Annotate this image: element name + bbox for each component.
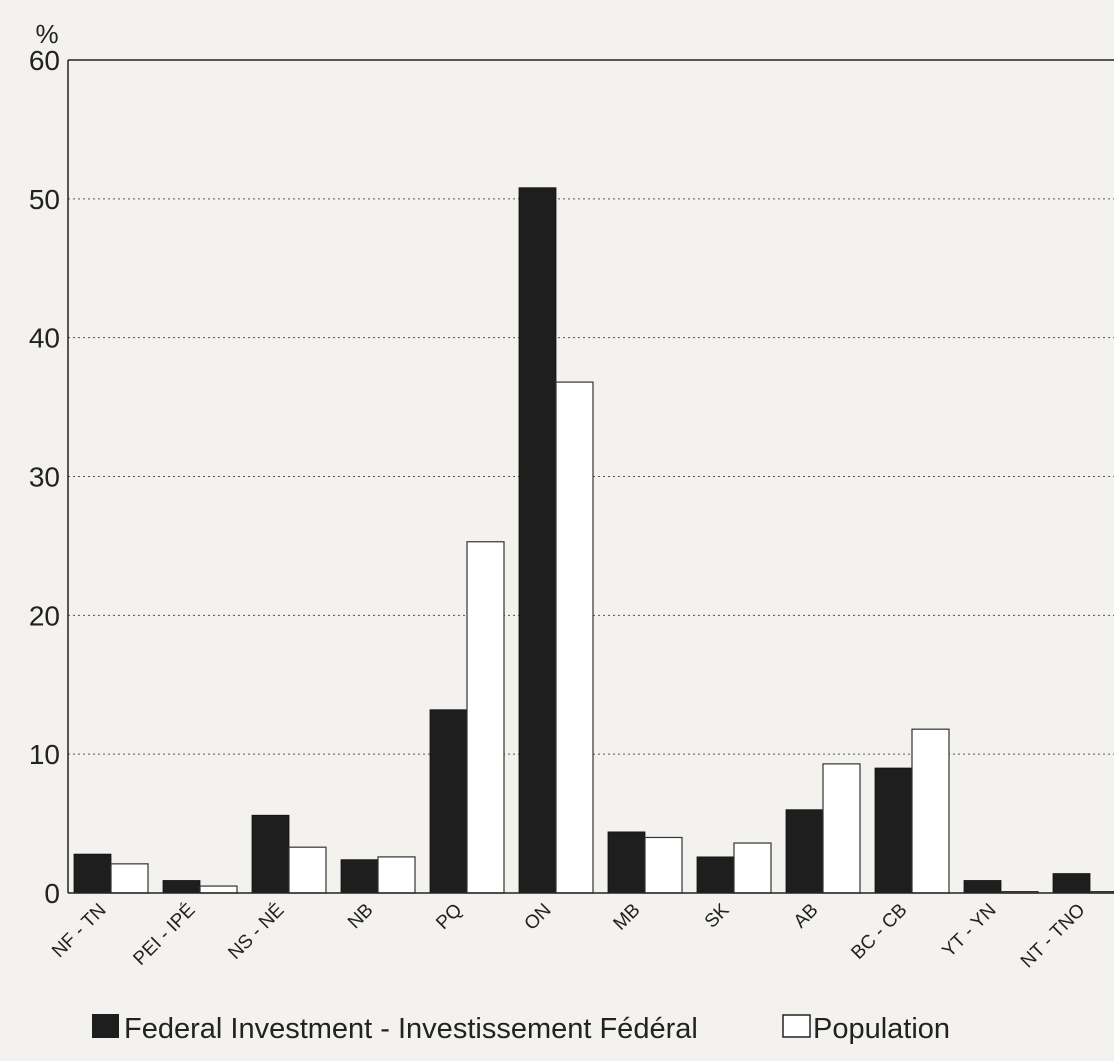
x-tick-label: NS - NÉ xyxy=(224,900,288,964)
y-tick-label: 10 xyxy=(29,739,60,770)
y-tick-label: 0 xyxy=(44,878,60,909)
x-tick-label: MB xyxy=(610,900,645,935)
bar-federal-investment xyxy=(518,187,557,894)
x-tick-label: YT - YN xyxy=(938,900,1000,962)
x-tick-label: BC - CB xyxy=(847,900,911,964)
bar-population xyxy=(288,846,327,894)
x-tick-label: NB xyxy=(344,900,378,934)
bar-federal-investment xyxy=(696,856,735,894)
legend: Federal Investment - Investissement Fédé… xyxy=(92,1013,950,1045)
y-tick-labels: 0 10 20 30 40 50 60 xyxy=(29,45,60,909)
bar-federal-investment xyxy=(785,809,824,894)
y-tick-label: 40 xyxy=(29,323,60,354)
x-tick-label: AB xyxy=(790,900,823,933)
x-tick-label: PQ xyxy=(432,900,466,934)
legend-label-population: Population xyxy=(813,1013,950,1045)
y-tick-label: 30 xyxy=(29,462,60,493)
bar-population xyxy=(110,863,149,894)
bar-federal-investment xyxy=(340,859,379,894)
x-tick-labels: NF - TN PEI - IPÉ NS - NÉ NB PQ ON MB SK AB BC - … xyxy=(48,899,1089,972)
legend-label-federal-investment: Federal Investment - Investissement Fédé… xyxy=(124,1013,698,1045)
bar-federal-investment xyxy=(73,853,112,894)
bar-federal-investment xyxy=(874,767,913,894)
bars xyxy=(73,187,1114,894)
bar-federal-investment xyxy=(1052,873,1091,894)
bar-population xyxy=(911,728,950,894)
x-tick-label: NF - TN xyxy=(48,900,110,962)
legend-swatch-federal-investment xyxy=(92,1014,119,1038)
bar-population xyxy=(199,885,238,894)
x-tick-label: SK xyxy=(701,899,734,932)
bar-population xyxy=(555,381,594,894)
bar-population xyxy=(822,763,861,894)
bar-population xyxy=(733,842,772,894)
axes xyxy=(67,59,1114,894)
bar-population xyxy=(466,541,505,894)
bar-population xyxy=(377,856,416,894)
bar-federal-investment xyxy=(251,814,290,894)
x-tick-label: PEI - IPÉ xyxy=(129,900,199,970)
y-tick-label: 60 xyxy=(29,45,60,76)
x-tick-label: ON xyxy=(521,900,556,935)
legend-swatch-population xyxy=(782,1014,811,1038)
bar-federal-investment xyxy=(963,880,1002,894)
y-axis-label: % xyxy=(35,19,58,49)
y-tick-label: 20 xyxy=(29,600,60,631)
x-tick-label: NT - TNO xyxy=(1017,900,1090,973)
bar-population xyxy=(644,836,683,894)
bar-federal-investment xyxy=(429,709,468,894)
bar-federal-investment xyxy=(162,880,201,894)
bar-federal-investment xyxy=(607,831,646,894)
y-tick-label: 50 xyxy=(29,184,60,215)
